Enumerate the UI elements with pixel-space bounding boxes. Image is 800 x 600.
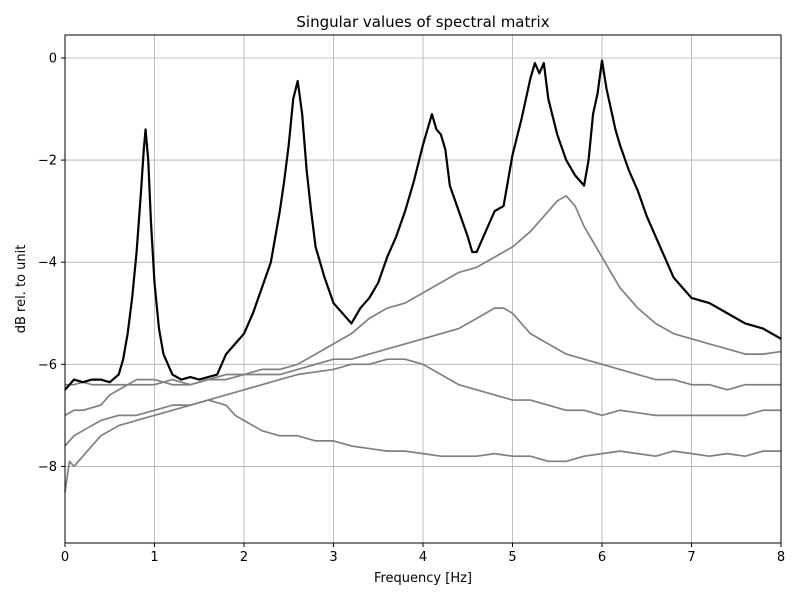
- series-line-3: [64, 307, 781, 417]
- x-tick-label: 3: [329, 550, 337, 565]
- series-line-2: [65, 194, 782, 386]
- y-tick-label: 0: [49, 51, 57, 66]
- grid: [64, 35, 782, 543]
- x-tick-label: 6: [598, 550, 606, 565]
- x-tick-label: 2: [240, 550, 248, 565]
- x-tick-label: 7: [687, 550, 695, 565]
- x-tick-label: 8: [777, 550, 785, 565]
- series-line-1: [64, 59, 782, 391]
- chart-title: Singular values of spectral matrix: [296, 13, 549, 31]
- x-axis-label: Frequency [Hz]: [374, 571, 472, 586]
- series-line-4: [64, 358, 781, 447]
- series-layer: [64, 59, 782, 493]
- ticks: 0 1 2 3 4 5 6 7 8 0 −2 −4 −6 −8: [38, 51, 785, 565]
- x-tick-label: 0: [61, 550, 69, 565]
- y-tick-label: −8: [38, 460, 57, 475]
- y-tick-label: −6: [38, 358, 57, 373]
- x-tick-label: 5: [508, 550, 516, 565]
- x-tick-label: 4: [419, 550, 427, 565]
- y-axis-label: dB rel. to unit: [14, 245, 29, 334]
- x-tick-label: 1: [150, 550, 158, 565]
- series-line-5: [64, 399, 781, 493]
- y-tick-label: −4: [38, 256, 57, 271]
- y-tick-label: −2: [38, 154, 57, 169]
